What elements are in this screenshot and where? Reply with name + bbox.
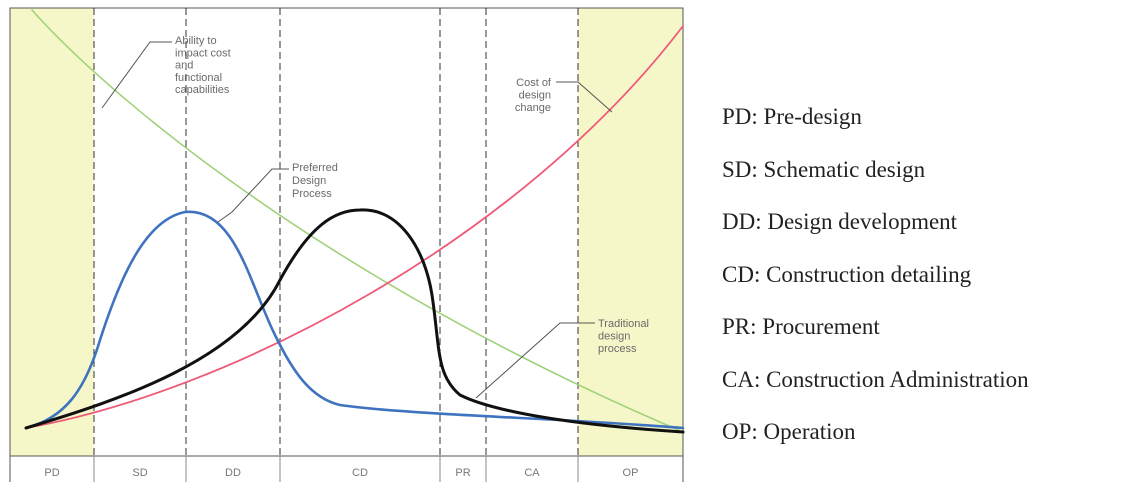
legend-item-ca: CA: Construction Administration [722, 366, 1029, 392]
annotation-text-ability-to-impact-cost-and-functional-capabilities: and [175, 60, 193, 72]
design-process-chart: PD SD DD CD PR CA OP Ability to impact cost and fu… [9, 7, 685, 482]
annotation-text-preferred-design-process: Preferred [292, 162, 338, 174]
legend-item-cd: CD: Construction detailing [722, 261, 972, 287]
annotation-text-ability-to-impact-cost-and-functional-capabilities: capabilities [175, 84, 230, 96]
annotation-text-traditional-design-process: process [598, 343, 637, 355]
series-line-ability-to-impact-cost-and-functional-capabilities [31, 9, 684, 433]
annotation-text-cost-of-design-change: design [519, 90, 551, 102]
legend-item-pd: PD: Pre-design [722, 104, 862, 129]
legend-item-op: OP: Operation [722, 419, 856, 444]
shaded-phase-pd [10, 8, 94, 456]
annotation-text-traditional-design-process: Traditional [598, 318, 649, 330]
series-line-traditional-design-process [24, 208, 685, 434]
phase-label-cd: CD [352, 467, 368, 479]
annotation-text-ability-to-impact-cost-and-functional-capabilities: Ability to [175, 35, 217, 47]
phase-label-pr: PR [455, 467, 470, 479]
legend-item-sd: SD: Schematic design [722, 156, 926, 182]
annotation-text-cost-of-design-change: Cost of [516, 77, 552, 89]
annotation-text-cost-of-design-change: change [515, 102, 551, 114]
annotation-leader-preferred-design-process [217, 168, 289, 223]
series-line-preferred-design-process [24, 210, 685, 430]
annotation-leader-ability-to-impact-cost-and-functional-capabilities [101, 41, 172, 109]
annotation-text-preferred-design-process: Process [292, 188, 332, 200]
annotation-text-preferred-design-process: Design [292, 175, 326, 187]
annotation-text-ability-to-impact-cost-and-functional-capabilities: impact cost [175, 47, 231, 59]
legend-item-pr: PR: Procurement [722, 314, 880, 339]
legend-item-dd: DD: Design development [722, 209, 958, 234]
series-line-cost-of-design-change [25, 25, 684, 429]
annotation-leader-cost-of-design-change [556, 81, 613, 113]
annotation-leader-traditional-design-process [475, 322, 595, 399]
phase-label-pd: PD [44, 467, 59, 479]
plot-background [10, 8, 683, 482]
phase-label-ca: CA [524, 467, 540, 479]
phase-legend: PD: Pre-design SD: Schematic design DD: … [722, 96, 1029, 464]
phase-label-op: OP [623, 467, 639, 479]
phase-label-sd: SD [132, 467, 147, 479]
phase-label-dd: DD [225, 467, 241, 479]
annotation-text-traditional-design-process: design [598, 331, 630, 343]
shaded-phase-op [578, 8, 683, 456]
annotation-text-ability-to-impact-cost-and-functional-capabilities: functional [175, 72, 222, 84]
